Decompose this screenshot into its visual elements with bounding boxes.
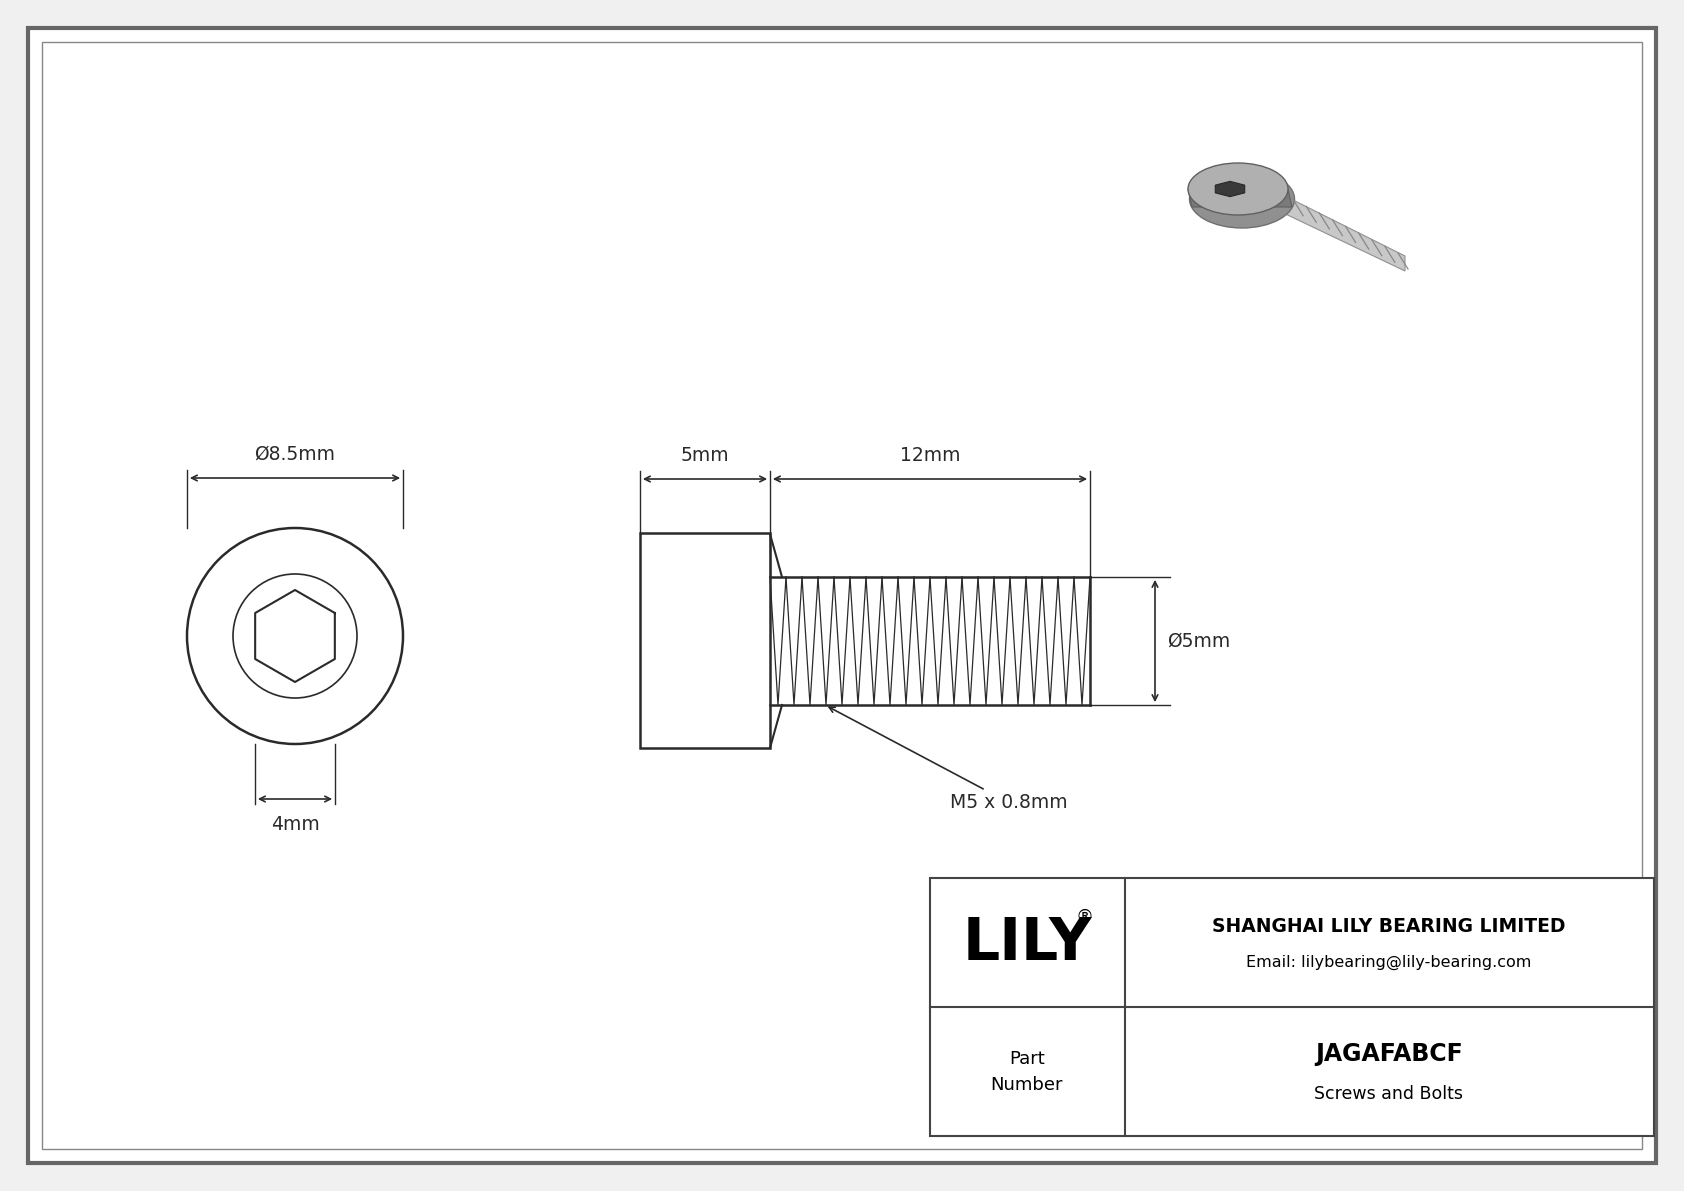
Text: JAGAFABCF: JAGAFABCF xyxy=(1315,1042,1463,1066)
Text: Email: lilybearing@lily-bearing.com: Email: lilybearing@lily-bearing.com xyxy=(1246,954,1532,969)
Bar xyxy=(930,878,1654,1136)
Polygon shape xyxy=(1187,189,1292,207)
Text: Ø8.5mm: Ø8.5mm xyxy=(254,445,335,464)
Text: Ø5mm: Ø5mm xyxy=(1167,631,1231,650)
Ellipse shape xyxy=(1187,163,1288,216)
Text: M5 x 0.8mm: M5 x 0.8mm xyxy=(829,707,1068,812)
Text: 5mm: 5mm xyxy=(680,445,729,464)
Text: Part
Number: Part Number xyxy=(990,1050,1063,1093)
Text: 12mm: 12mm xyxy=(899,445,960,464)
Text: SHANGHAI LILY BEARING LIMITED: SHANGHAI LILY BEARING LIMITED xyxy=(1212,917,1566,936)
Bar xyxy=(640,534,770,748)
Polygon shape xyxy=(1216,181,1244,197)
Text: ®: ® xyxy=(1076,908,1095,925)
Ellipse shape xyxy=(1189,170,1295,227)
Text: Screws and Bolts: Screws and Bolts xyxy=(1315,1085,1463,1103)
Text: 4mm: 4mm xyxy=(271,815,320,834)
Polygon shape xyxy=(1275,191,1404,272)
Text: LILY: LILY xyxy=(962,915,1091,972)
